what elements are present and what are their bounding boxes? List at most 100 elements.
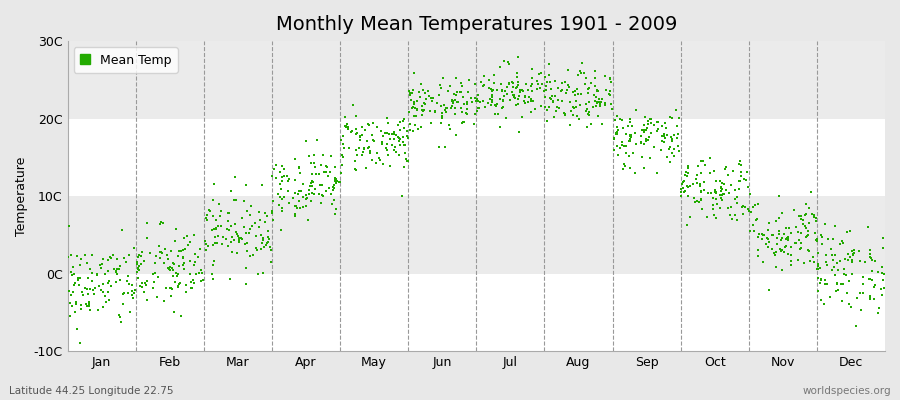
- Point: [176, 260, 191, 266]
- Point: [510, 101, 525, 108]
- Point: [510, 78, 525, 85]
- Point: [616, 125, 631, 131]
- Point: [361, 121, 375, 128]
- Point: [249, 245, 264, 251]
- Point: [779, 235, 794, 242]
- Point: [265, 210, 279, 216]
- Point: [223, 222, 238, 229]
- Point: [196, 277, 211, 284]
- Point: [813, 280, 827, 286]
- Point: [567, 104, 581, 111]
- Point: [481, 99, 495, 106]
- Point: [416, 87, 430, 94]
- Point: [796, 216, 810, 223]
- Point: [432, 144, 446, 150]
- Point: [571, 91, 585, 97]
- Point: [256, 237, 270, 243]
- Point: [586, 104, 600, 110]
- Point: [250, 247, 265, 254]
- Point: [140, 282, 154, 288]
- Point: [644, 130, 658, 136]
- Point: [877, 276, 891, 283]
- Point: [170, 271, 184, 278]
- Point: [558, 111, 572, 117]
- Point: [338, 144, 352, 151]
- Point: [830, 281, 844, 287]
- Point: [721, 204, 735, 211]
- Point: [193, 270, 207, 276]
- Point: [578, 81, 592, 87]
- Point: [774, 237, 788, 244]
- Point: [762, 286, 777, 293]
- Point: [292, 198, 306, 204]
- Point: [561, 82, 575, 88]
- Point: [107, 266, 122, 272]
- Point: [494, 80, 508, 87]
- Point: [828, 272, 842, 278]
- Point: [794, 213, 808, 220]
- Point: [708, 196, 723, 202]
- Point: [784, 244, 798, 250]
- Point: [260, 212, 274, 219]
- Point: [256, 270, 270, 277]
- Point: [86, 287, 100, 293]
- Point: [265, 173, 279, 180]
- Point: [544, 93, 559, 99]
- Point: [814, 275, 829, 282]
- Point: [66, 264, 80, 270]
- Point: [357, 126, 372, 133]
- Point: [274, 185, 288, 192]
- Point: [809, 237, 824, 244]
- Point: [510, 54, 525, 60]
- Point: [708, 190, 723, 196]
- Point: [140, 235, 155, 242]
- Point: [287, 177, 302, 183]
- Point: [380, 130, 394, 137]
- Point: [80, 302, 94, 309]
- Point: [636, 122, 651, 128]
- Point: [349, 167, 364, 173]
- Point: [603, 88, 617, 94]
- Point: [274, 196, 289, 202]
- Point: [113, 318, 128, 325]
- Point: [205, 197, 220, 204]
- Point: [336, 132, 350, 139]
- Point: [397, 142, 411, 148]
- Point: [775, 267, 789, 274]
- Point: [351, 144, 365, 151]
- Point: [263, 244, 277, 250]
- Point: [775, 246, 789, 253]
- Point: [490, 101, 504, 107]
- Point: [708, 178, 723, 184]
- Point: [474, 78, 489, 85]
- Point: [460, 106, 474, 112]
- Point: [418, 90, 432, 96]
- Point: [415, 103, 429, 110]
- Point: [778, 244, 792, 251]
- Point: [243, 211, 257, 218]
- Point: [728, 187, 742, 193]
- Point: [82, 303, 96, 309]
- Point: [338, 114, 352, 120]
- Point: [638, 136, 652, 142]
- Point: [680, 222, 695, 228]
- Point: [856, 290, 870, 296]
- Point: [772, 215, 787, 221]
- Point: [392, 152, 407, 158]
- Point: [833, 281, 848, 287]
- Point: [83, 306, 97, 313]
- Point: [115, 291, 130, 298]
- Point: [642, 134, 656, 141]
- Point: [876, 269, 890, 276]
- Point: [582, 108, 597, 115]
- Point: [573, 90, 588, 97]
- Point: [255, 240, 269, 246]
- Point: [751, 253, 765, 260]
- Point: [492, 64, 507, 70]
- Point: [471, 92, 485, 98]
- Point: [95, 280, 110, 287]
- Point: [557, 79, 572, 86]
- Point: [751, 234, 765, 240]
- Point: [268, 174, 283, 181]
- Point: [455, 83, 470, 90]
